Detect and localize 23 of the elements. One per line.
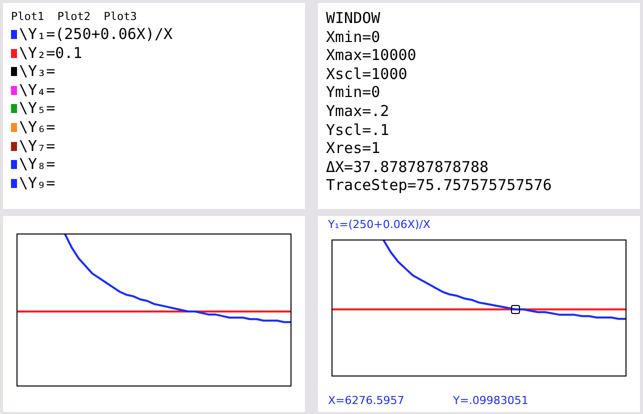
- text: Ymin=0: [326, 83, 380, 102]
- text: Xscl=1000: [326, 64, 408, 83]
- text: Xmax=10000: [326, 46, 416, 64]
- text: WINDOW: [326, 9, 380, 27]
- text: Y=.09983051: [453, 394, 528, 407]
- text: \Y₁=(250+0.06X)/X: [19, 25, 173, 43]
- text: \Y₄=: [19, 80, 56, 99]
- text: \Y₈=: [19, 155, 56, 174]
- text: \Y₃=: [19, 62, 56, 80]
- text: X=6276.5957: [328, 394, 404, 407]
- text: ΔX=37.878787878788: [326, 158, 489, 176]
- text: \Y₇=: [19, 136, 56, 155]
- text: Ymax=.2: [326, 102, 390, 120]
- text: \Y₆=: [19, 118, 56, 136]
- text: Xmin=0: [326, 28, 380, 46]
- text: TraceStep=75.757575757576: [326, 176, 552, 194]
- chart-title: Y₁=(250+0.06X)/X: [328, 218, 430, 231]
- text: Yscl=.1: [326, 120, 390, 139]
- text: Plot1 Plot2 Plot3: [11, 10, 137, 23]
- text: \Y₅=: [19, 99, 56, 118]
- text: Xres=1: [326, 139, 380, 158]
- text: \Y₉=: [19, 174, 56, 192]
- text: \Y₂=0.1: [19, 44, 82, 62]
